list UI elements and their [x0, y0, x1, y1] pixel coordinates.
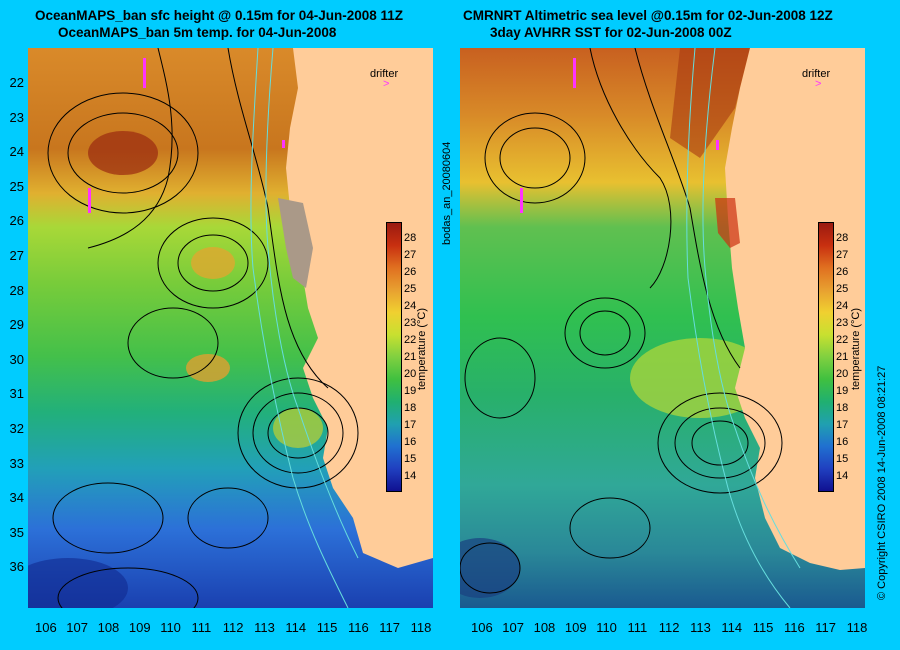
left-map-panel [28, 48, 433, 608]
x-tick-label: 117 [379, 620, 401, 635]
x-tick-label: 114 [285, 620, 307, 635]
colorbar-tick-label: 26 [404, 266, 417, 278]
x-tick-label: 115 [752, 620, 774, 635]
x-tick-label: 109 [564, 620, 587, 635]
x-tick-label: 109 [128, 620, 151, 635]
right-colorbar [818, 222, 834, 492]
drifter-marker [143, 58, 152, 88]
colorbar-tick-label: 28 [404, 232, 417, 244]
x-tick-label: 116 [348, 620, 369, 635]
left-colorbar-label: temperature (°C) [416, 307, 428, 390]
colorbar-tick-label: 16 [404, 436, 417, 448]
x-tick-label: 112 [658, 620, 680, 635]
y-tick-label: 30 [9, 351, 24, 367]
colorbar-tick-label: 20 [404, 368, 417, 380]
y-tick-label: 22 [9, 75, 24, 90]
x-tick-label: 110 [596, 620, 617, 635]
colorbar-tick-label: 19 [404, 385, 417, 397]
x-tick-label: 107 [502, 620, 524, 635]
colorbar-tick-label: 15 [404, 453, 417, 465]
x-tick-label: 111 [191, 620, 212, 635]
colorbar-tick-label: 16 [836, 436, 849, 448]
colorbar-tick-label: 22 [836, 334, 849, 346]
y-tick-label: 28 [9, 282, 24, 298]
x-tick-label: 110 [160, 620, 181, 635]
colorbar-tick-label: 22 [404, 334, 417, 346]
left-title-line1: OceanMAPS_ban sfc height @ 0.15m for 04-… [35, 8, 404, 23]
x-tick-label: 114 [721, 620, 743, 635]
colorbar-tick-label: 17 [404, 419, 417, 431]
left-colorbar [386, 222, 402, 492]
colorbar-tick-label: 24 [404, 300, 417, 312]
left-drifter-legend-icon: > [383, 78, 390, 90]
x-tick-label: 111 [627, 620, 648, 635]
colorbar-tick-label: 17 [836, 419, 849, 431]
right-map-panel [460, 48, 865, 608]
x-tick-label: 107 [66, 620, 88, 635]
x-tick-label: 113 [254, 620, 275, 635]
colorbar-tick-label: 28 [836, 232, 849, 244]
colorbar-tick-label: 27 [404, 249, 417, 261]
colorbar-tick-label: 25 [836, 283, 849, 295]
y-tick-label: 36 [9, 559, 24, 575]
left-title-line2: OceanMAPS_ban 5m temp. for 04-Jun-2008 [58, 25, 337, 40]
run-id-label: bodas_an_20080604 [441, 141, 453, 245]
colorbar-tick-label: 14 [836, 470, 849, 482]
y-tick-label: 27 [9, 248, 24, 263]
left-drifter-legend: drifter [370, 68, 399, 80]
y-tick-label: 23 [9, 109, 24, 125]
right-title-line2: 3day AVHRR SST for 02-Jun-2008 00Z [490, 25, 732, 40]
right-colorbar-label: temperature (°C) [850, 307, 862, 390]
colorbar-tick-label: 18 [404, 402, 417, 414]
copyright-label: © Copyright CSIRO 2008 14-Jun-2008 08:21… [876, 365, 888, 600]
x-tick-label: 106 [471, 620, 493, 635]
colorbar-tick-label: 23 [836, 317, 849, 329]
colorbar-tick-label: 25 [404, 283, 417, 295]
y-tick-label: 26 [9, 213, 24, 229]
drifter-marker [282, 140, 291, 148]
colorbar-tick-label: 20 [836, 368, 849, 380]
colorbar-tick-label: 24 [836, 300, 849, 312]
drifter-marker [716, 140, 725, 150]
y-tick-label: 29 [9, 317, 24, 333]
colorbar-tick-label: 26 [836, 266, 849, 278]
right-drifter-legend-icon: > [815, 78, 822, 90]
right-sst-map [460, 48, 865, 608]
drifter-marker [88, 188, 97, 213]
y-tick-label: 33 [9, 455, 24, 471]
left-sst-map [28, 48, 433, 608]
x-tick-label: 112 [222, 620, 244, 635]
x-tick-label: 106 [35, 620, 57, 635]
drifter-marker [573, 58, 582, 88]
colorbar-tick-label: 21 [404, 351, 417, 363]
colorbar-tick-label: 15 [836, 453, 849, 465]
right-title-line1: CMRNRT Altimetric sea level @0.15m for 0… [463, 8, 833, 23]
colorbar-tick-label: 19 [836, 385, 849, 397]
x-tick-label: 117 [815, 620, 837, 635]
colorbar-tick-label: 14 [404, 470, 417, 482]
right-drifter-legend: drifter [802, 68, 831, 80]
colorbar-tick-label: 21 [836, 351, 849, 363]
x-tick-label: 118 [846, 620, 868, 635]
x-tick-label: 113 [690, 620, 711, 635]
y-tick-label: 32 [9, 421, 24, 436]
y-tick-label: 35 [9, 524, 24, 540]
x-tick-label: 108 [97, 620, 120, 635]
colorbar-tick-label: 27 [836, 249, 849, 261]
x-tick-label: 118 [410, 620, 432, 635]
y-tick-label: 25 [9, 178, 24, 194]
y-tick-label: 24 [9, 144, 24, 160]
x-tick-label: 116 [784, 620, 805, 635]
colorbar-tick-label: 23 [404, 317, 417, 329]
x-tick-label: 108 [533, 620, 556, 635]
y-tick-label: 34 [9, 490, 24, 506]
x-tick-label: 115 [316, 620, 338, 635]
y-tick-label: 31 [9, 386, 24, 402]
colorbar-tick-label: 18 [836, 402, 849, 414]
drifter-marker [520, 188, 529, 213]
